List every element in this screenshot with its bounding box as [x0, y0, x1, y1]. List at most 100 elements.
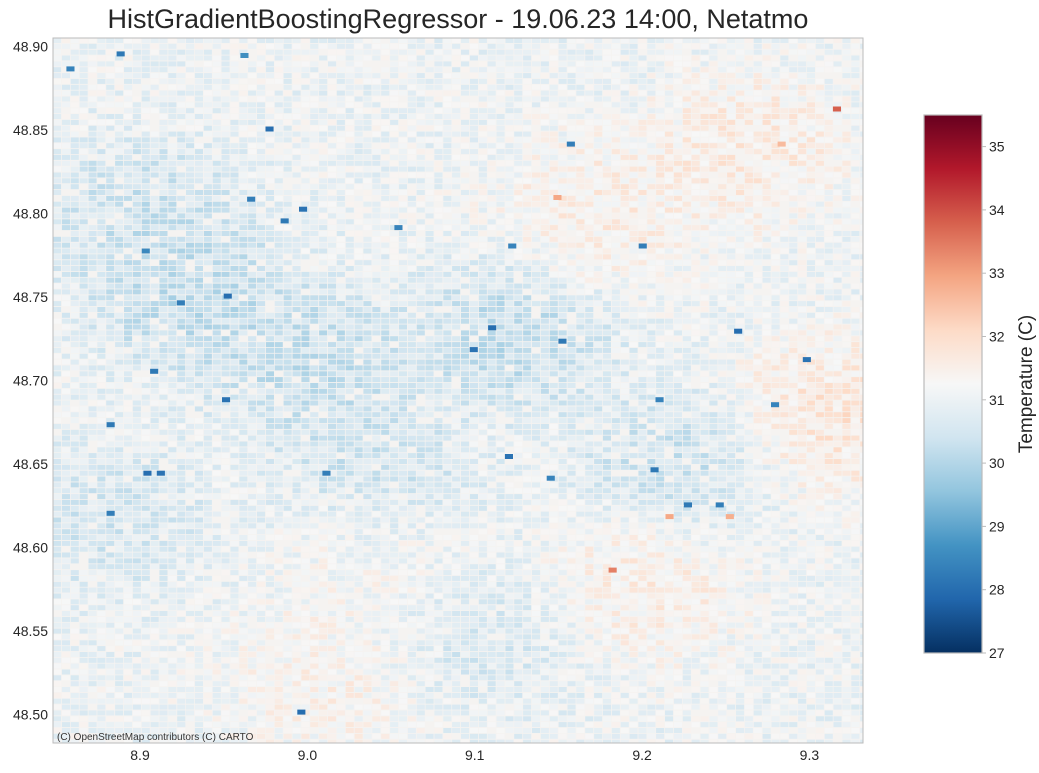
heat-cell — [53, 96, 62, 102]
heat-cell — [638, 295, 647, 301]
heat-cell — [523, 160, 532, 166]
heat-cell — [558, 318, 567, 324]
heat-cell — [61, 330, 70, 336]
heat-cell — [576, 160, 585, 166]
heat-cell — [771, 307, 780, 312]
heat-cell — [815, 254, 824, 260]
heat-cell — [833, 353, 842, 359]
heat-cell — [665, 195, 674, 201]
heat-cell — [115, 377, 124, 383]
heat-cell — [514, 318, 523, 324]
heat-cell — [620, 67, 629, 73]
heat-cell — [203, 289, 212, 295]
heat-cell — [79, 149, 88, 155]
heat-cell — [301, 365, 310, 371]
heat-cell — [381, 283, 390, 289]
heat-cell — [549, 49, 558, 55]
heat-cell — [221, 102, 230, 108]
heat-cell — [602, 307, 611, 312]
heat-cell — [771, 254, 780, 260]
heat-cell — [354, 277, 363, 283]
heat-cell — [230, 342, 239, 348]
heat-cell — [576, 289, 585, 295]
heat-cell — [159, 312, 168, 318]
heat-cell — [292, 301, 301, 307]
heat-cell — [425, 149, 434, 155]
heat-cell — [576, 43, 585, 49]
heat-cell — [257, 160, 266, 166]
heat-cell — [860, 160, 863, 166]
heat-cell — [576, 84, 585, 90]
heat-cell — [611, 149, 620, 155]
heat-cell — [815, 236, 824, 242]
heat-cell — [762, 55, 771, 61]
heat-cell — [461, 114, 470, 119]
heat-cell — [372, 49, 381, 55]
heat-cell — [79, 207, 88, 213]
heat-cell — [274, 324, 283, 330]
heat-cell — [700, 55, 709, 61]
heat-cell — [141, 114, 150, 119]
heat-cell — [718, 236, 727, 242]
heat-cell — [727, 73, 736, 79]
heat-cell — [257, 377, 266, 383]
heat-cell — [283, 84, 292, 90]
heat-cell — [549, 242, 558, 248]
heat-cell — [248, 102, 257, 108]
heat-cell — [514, 119, 523, 125]
heat-cell — [558, 266, 567, 271]
heat-cell — [452, 312, 461, 318]
heat-cell — [736, 236, 745, 242]
heat-cell — [842, 190, 851, 195]
heat-cell — [860, 219, 863, 225]
heat-cell — [443, 254, 452, 260]
heat-cell — [345, 295, 354, 301]
heat-cell — [611, 219, 620, 225]
heat-cell — [381, 353, 390, 359]
heat-cell — [265, 38, 274, 43]
heat-cell — [328, 84, 337, 90]
heat-cell — [106, 266, 115, 271]
heat-cell — [532, 119, 541, 125]
heat-cell — [97, 102, 106, 108]
heat-cell — [150, 271, 159, 277]
heat-cell — [505, 289, 514, 295]
heat-cell — [230, 277, 239, 283]
heat-cell — [540, 102, 549, 108]
heat-cell — [328, 207, 337, 213]
heat-cell — [736, 336, 745, 342]
heat-cell — [425, 295, 434, 301]
heat-cell — [212, 254, 221, 260]
heat-cell — [434, 324, 443, 330]
heat-cell — [221, 353, 230, 359]
heat-cell — [425, 154, 434, 160]
heat-cell — [567, 225, 576, 231]
heat-cell — [700, 119, 709, 125]
heat-cell — [620, 137, 629, 143]
heat-cell — [656, 207, 665, 213]
heat-cell — [824, 78, 833, 84]
heat-cell — [159, 143, 168, 149]
heat-cell — [70, 289, 79, 295]
heat-cell — [328, 201, 337, 207]
heat-cell — [709, 73, 718, 79]
heat-cell — [727, 137, 736, 143]
heat-cell — [824, 102, 833, 108]
heat-cell — [132, 231, 141, 236]
heat-cell — [212, 266, 221, 271]
heat-cell — [53, 73, 62, 79]
heat-cell — [230, 166, 239, 172]
heat-cell — [124, 312, 133, 318]
heat-cell — [540, 225, 549, 231]
heat-cell — [248, 149, 257, 155]
heat-cell — [203, 260, 212, 266]
heat-cell — [682, 67, 691, 73]
heat-cell — [186, 172, 195, 178]
heat-cell — [576, 73, 585, 79]
heat-cell — [398, 195, 407, 201]
heat-cell — [336, 236, 345, 242]
heat-cell — [79, 277, 88, 283]
heat-cell — [789, 114, 798, 119]
heat-cell — [221, 55, 230, 61]
heat-cell — [194, 365, 203, 371]
